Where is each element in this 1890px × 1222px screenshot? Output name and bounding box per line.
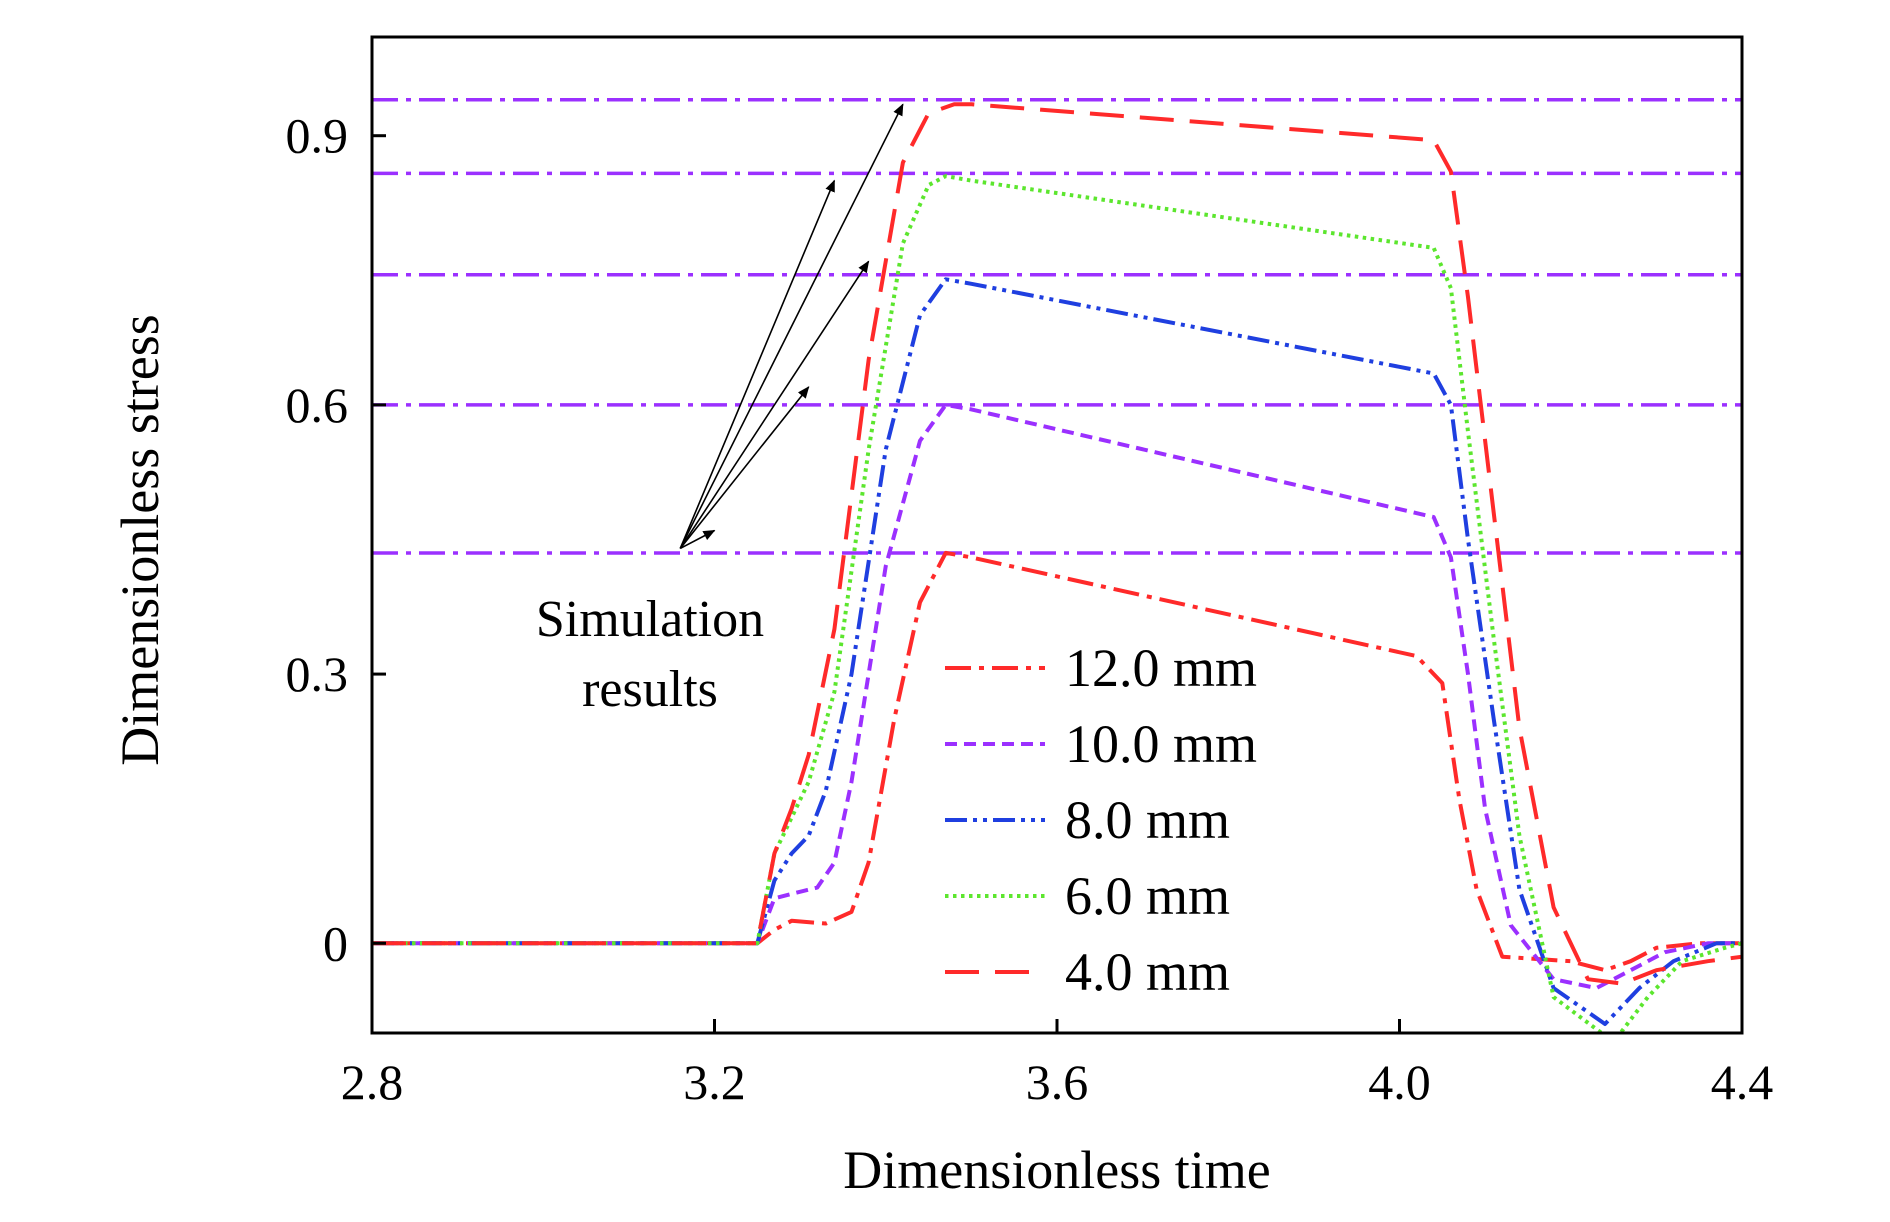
x-tick-label: 3.6 [1026, 1054, 1089, 1110]
reference-lines [372, 98, 1742, 555]
legend-label: 10.0 mm [1065, 714, 1257, 774]
x-tick-label: 3.2 [683, 1054, 746, 1110]
x-axis: 2.8 3.2 3.6 4.0 4.4 [341, 1019, 1774, 1110]
series-line-10-0-mm [372, 402, 1742, 991]
annotation-arrow [679, 260, 870, 549]
annotation-line-1: Simulation [536, 591, 764, 648]
y-tick-label: 0.9 [286, 108, 349, 164]
annotation-arrow [679, 386, 810, 549]
annotation-line-2: results [582, 661, 718, 718]
plot-frame [370, 35, 1744, 1035]
legend-label: 6.0 mm [1065, 866, 1230, 926]
legend-label: 8.0 mm [1065, 790, 1230, 850]
series-line-4-0-mm [372, 102, 1742, 986]
y-tick-label: 0.3 [286, 646, 349, 702]
y-axis-title: Dimensionless stress [110, 314, 170, 766]
series-line-6-0-mm [372, 174, 1742, 1033]
x-axis-title: Dimensionless time [843, 1140, 1270, 1200]
series-lines [372, 102, 1742, 1033]
x-tick-label: 4.4 [1711, 1054, 1774, 1110]
legend-label: 4.0 mm [1065, 942, 1230, 1002]
series-line-8-0-mm [372, 277, 1742, 1026]
y-axis: 0 0.3 0.6 0.9 [286, 108, 386, 971]
x-tick-label: 4.0 [1368, 1054, 1431, 1110]
y-tick-label: 0.6 [286, 377, 349, 433]
legend-label: 12.0 mm [1065, 638, 1257, 698]
y-tick-label: 0 [323, 915, 348, 971]
simulation-annotation: Simulation results [536, 103, 904, 718]
x-tick-label: 2.8 [341, 1054, 404, 1110]
annotation-arrow [679, 103, 904, 549]
series-line-12-0-mm [372, 550, 1742, 973]
annotation-arrow [679, 179, 836, 549]
annotation-arrow [679, 529, 716, 550]
legend: 12.0 mm 10.0 mm 8.0 mm 6.0 mm 4.0 mm [945, 638, 1257, 1002]
